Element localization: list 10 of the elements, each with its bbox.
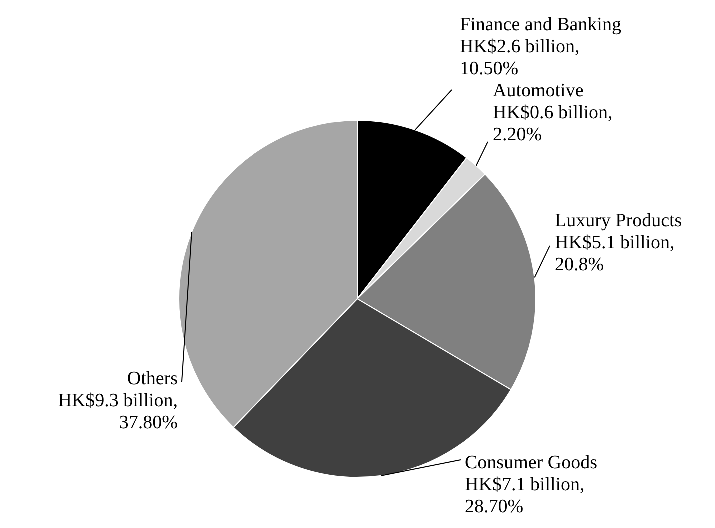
data-label: HK$7.1 billion, 28.70% (465, 474, 585, 518)
data-label: HK$9.3 billion, 37.80% (58, 390, 178, 434)
data-label: HK$5.1 billion, 20.8% (555, 232, 675, 276)
slice-label: Finance and Banking (460, 14, 622, 36)
slice-label: Automotive (493, 80, 584, 102)
slice-label: Consumer Goods (465, 452, 598, 474)
slice-label: Others (127, 368, 178, 390)
data-label: HK$0.6 billion, 2.20% (493, 102, 613, 146)
slice-label: Luxury Products (555, 210, 682, 232)
data-label: HK$2.6 billion, 10.50% (460, 36, 580, 80)
